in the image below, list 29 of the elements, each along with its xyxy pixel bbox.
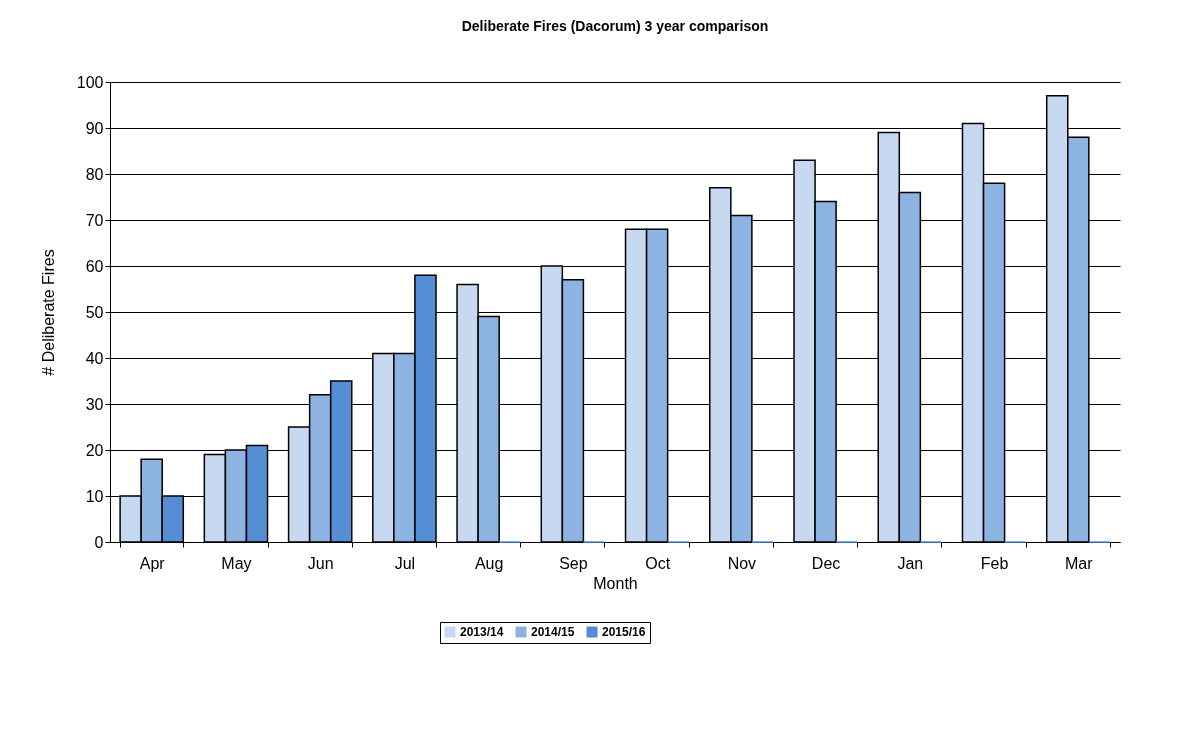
y-tick-label: 0 <box>94 533 104 551</box>
x-tick-label: Aug <box>474 554 504 572</box>
x-tick-label: Jul <box>394 554 416 572</box>
y-tick-label: 10 <box>85 487 104 505</box>
y-tick-label: 50 <box>85 303 104 321</box>
x-tick-label: Jun <box>307 554 334 572</box>
y-tick-label: 90 <box>85 119 104 137</box>
x-tick-label: Feb <box>980 554 1009 572</box>
y-tick-label: 70 <box>85 211 104 229</box>
x-tick-label: May <box>221 554 252 572</box>
y-tick-label: 40 <box>85 349 104 367</box>
x-tick-label: Nov <box>727 554 757 572</box>
y-axis-title: # Deliberate Fires <box>39 249 57 376</box>
x-tick-label: Jan <box>897 554 924 572</box>
y-tick-label: 20 <box>85 441 104 459</box>
y-tick-label: 80 <box>85 165 104 183</box>
chart-title: Deliberate Fires (Dacorum) 3 year comparison <box>461 18 769 34</box>
x-tick-label: Dec <box>811 554 841 572</box>
y-tick-label: 100 <box>76 73 104 91</box>
legend-label: 2013/14 <box>460 625 504 639</box>
x-tick-label: Oct <box>645 554 671 572</box>
legend-label: 2014/15 <box>531 625 575 639</box>
x-tick-label: Mar <box>1065 554 1094 572</box>
x-tick-label: Sep <box>559 554 588 572</box>
legend-label: 2015/16 <box>602 625 646 639</box>
x-tick-label: Apr <box>139 554 166 572</box>
x-axis-title: Month <box>593 574 638 592</box>
y-tick-label: 30 <box>85 395 104 413</box>
y-tick-label: 60 <box>85 257 104 275</box>
